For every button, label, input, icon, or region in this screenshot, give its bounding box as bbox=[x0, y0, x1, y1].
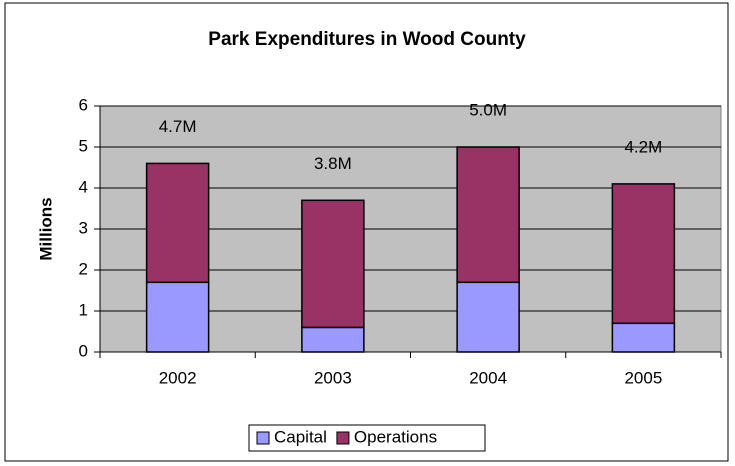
bar-segment bbox=[145, 281, 210, 353]
total-label: 4.2M bbox=[624, 137, 662, 156]
legend-box bbox=[248, 424, 486, 452]
y-tick-label: 3 bbox=[79, 218, 88, 237]
total-label: 4.7M bbox=[159, 117, 197, 136]
bar-segment bbox=[456, 146, 520, 284]
legend-label: Capital bbox=[274, 427, 327, 446]
x-tick-label: 2002 bbox=[159, 368, 197, 387]
x-tick-label: 2004 bbox=[469, 368, 507, 387]
y-tick-label: 1 bbox=[79, 300, 88, 319]
y-tick-label: 4 bbox=[79, 177, 88, 196]
y-tick-label: 6 bbox=[79, 95, 88, 114]
y-tick-label: 0 bbox=[79, 341, 88, 360]
x-tick-label: 2005 bbox=[624, 368, 662, 387]
bar-segment bbox=[611, 322, 676, 353]
x-tick-label: 2003 bbox=[314, 368, 352, 387]
bar-segment bbox=[301, 326, 365, 353]
legend-swatch bbox=[256, 431, 270, 445]
y-tick-label: 5 bbox=[79, 136, 88, 155]
y-tick-label: 2 bbox=[79, 259, 88, 278]
bar-segment bbox=[145, 162, 210, 284]
total-label: 5.0M bbox=[469, 100, 507, 119]
bar-segment bbox=[456, 281, 520, 353]
total-label: 3.8M bbox=[314, 154, 352, 173]
legend-label: Operations bbox=[354, 427, 437, 446]
chart-title: Park Expenditures in Wood County bbox=[208, 29, 526, 50]
bar-segment bbox=[611, 183, 676, 325]
legend-swatch bbox=[336, 431, 350, 445]
y-axis-title: Millions bbox=[36, 197, 55, 260]
bar-segment bbox=[301, 199, 365, 329]
